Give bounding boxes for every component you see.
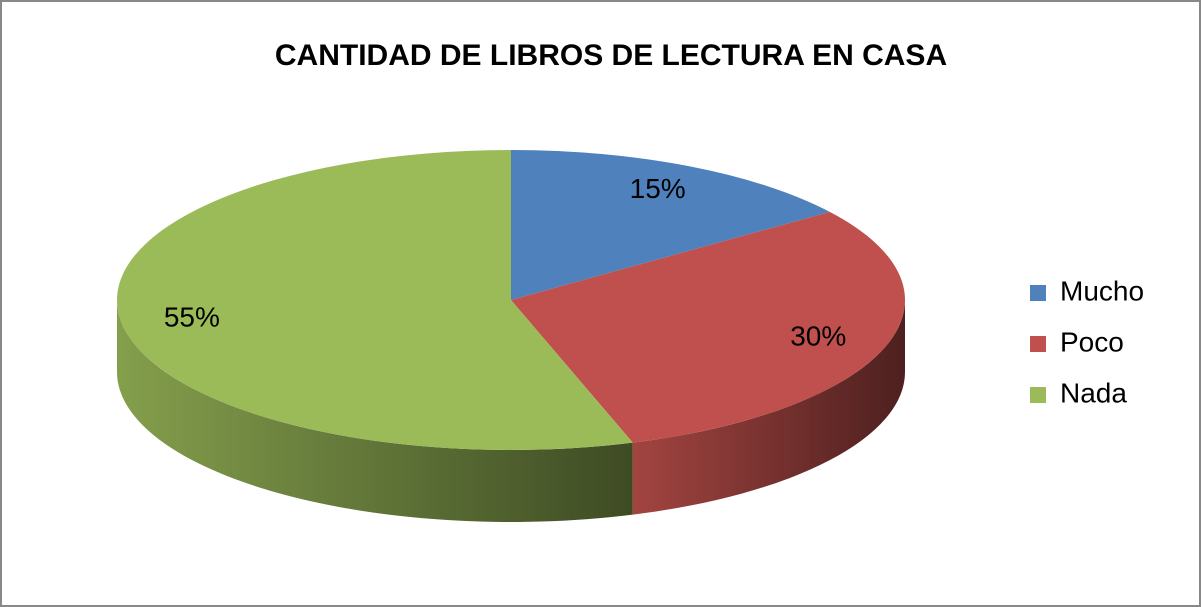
- legend-label: Mucho: [1060, 275, 1144, 306]
- legend-label: Nada: [1060, 377, 1127, 408]
- legend-swatch: [1030, 387, 1046, 403]
- slice: [511, 211, 905, 443]
- legend-label: Poco: [1060, 326, 1124, 357]
- data-label: 15%: [630, 173, 686, 204]
- data-label: 30%: [790, 320, 846, 351]
- legend-swatch: [1030, 285, 1046, 301]
- slice-side: [117, 300, 633, 522]
- slice-side: [632, 300, 905, 515]
- legend-swatch: [1030, 336, 1046, 352]
- data-label: 55%: [164, 302, 220, 333]
- slice: [511, 150, 830, 300]
- chart-title: CANTIDAD DE LIBROS DE LECTURA EN CASA: [275, 39, 947, 72]
- slice: [116, 150, 633, 450]
